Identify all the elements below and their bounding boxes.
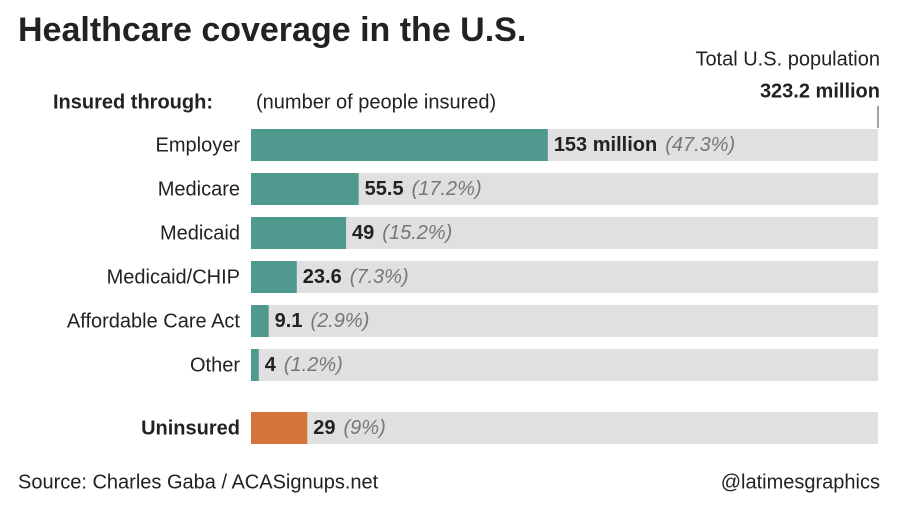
background-bar [251,349,878,381]
bar [251,129,548,161]
value-text: 29 [313,417,335,439]
credit: @latimesgraphics [721,471,880,493]
category-label: Affordable Care Act [67,310,241,332]
bar [251,349,259,381]
percent-text: (1.2%) [284,354,343,376]
bar [251,412,308,444]
value-text: 55.5 [365,178,404,200]
percent-text: (7.3%) [350,266,409,288]
value-text: 49 [352,222,374,244]
value-label: 9.1 (2.9%) [275,310,370,332]
value-label: 4 (1.2%) [265,354,343,376]
category-label: Medicaid [160,222,240,244]
value-label: 55.5 (17.2%) [365,178,482,200]
chart-title: Healthcare coverage in the U.S. [18,11,526,49]
background-bar [251,217,878,249]
bar [251,217,347,249]
background-bar [251,261,878,293]
background-bar [251,305,878,337]
value-text: 9.1 [275,310,303,332]
bar [251,261,297,293]
background-bar [251,412,878,444]
percent-text: (2.9%) [310,310,369,332]
total-value: 323.2 million [760,80,880,102]
value-label: 29 (9%) [313,417,385,439]
bar [251,173,359,205]
source: Source: Charles Gaba / ACASignups.net [18,471,379,493]
group-label: Insured through: [53,91,213,113]
value-text: 23.6 [303,266,342,288]
value-label: 23.6 (7.3%) [303,266,409,288]
category-label: Other [190,354,240,376]
category-label: Employer [156,134,241,156]
bar [251,305,269,337]
percent-text: (15.2%) [382,222,452,244]
group-note: (number of people insured) [256,91,496,113]
value-text: 4 [265,354,277,376]
value-label: 49 (15.2%) [352,222,452,244]
total-label: Total U.S. population [695,48,880,70]
category-label: Uninsured [141,417,240,439]
percent-text: (47.3%) [665,134,735,156]
category-label: Medicaid/CHIP [107,266,240,288]
value-label: 153 million (47.3%) [554,134,735,156]
category-label: Medicare [158,178,240,200]
percent-text: (9%) [344,417,386,439]
percent-text: (17.2%) [412,178,482,200]
value-text: 153 million [554,134,657,156]
